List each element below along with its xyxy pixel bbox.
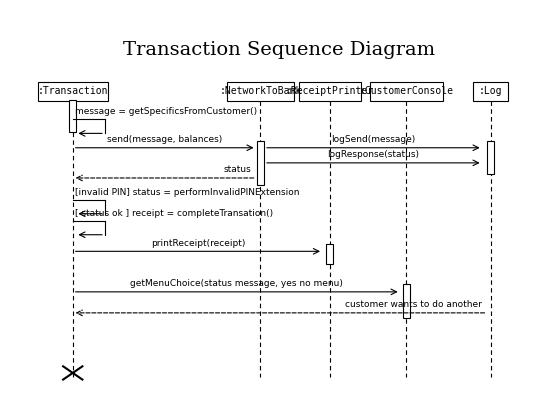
Bar [257,141,264,185]
Bar [371,82,442,101]
Text: Transaction Sequence Diagram: Transaction Sequence Diagram [123,41,435,59]
Text: logSend(message): logSend(message) [331,135,415,144]
Text: status: status [223,165,251,174]
Bar [69,100,76,132]
Bar [227,82,294,101]
Text: getMenuChoice(status message, yes no menu): getMenuChoice(status message, yes no men… [130,279,343,288]
Bar [326,244,333,264]
Bar [299,82,360,101]
Bar [38,82,108,101]
Text: :ReceiptPrinter: :ReceiptPrinter [286,86,374,96]
Text: :Transaction: :Transaction [37,86,108,96]
Text: :Log: :Log [479,86,502,96]
Text: message = getSpecificsFromCustomer(): message = getSpecificsFromCustomer() [75,107,258,116]
Text: [ status ok ] receipt = completeTransation(): [ status ok ] receipt = completeTransati… [75,209,273,218]
Bar [487,141,494,174]
Text: customer wants to do another: customer wants to do another [345,300,482,309]
Text: :NetworkToBank: :NetworkToBank [219,86,301,96]
Bar [403,284,410,318]
Text: [invalid PIN] status = performInvalidPINExtension: [invalid PIN] status = performInvalidPIN… [75,188,300,197]
Bar [473,82,508,101]
Text: printReceipt(receipt): printReceipt(receipt) [151,239,245,247]
Text: logResponse(status): logResponse(status) [328,150,419,159]
Text: send(message, balances): send(message, balances) [107,135,222,144]
Text: :CustomerConsole: :CustomerConsole [359,86,454,96]
